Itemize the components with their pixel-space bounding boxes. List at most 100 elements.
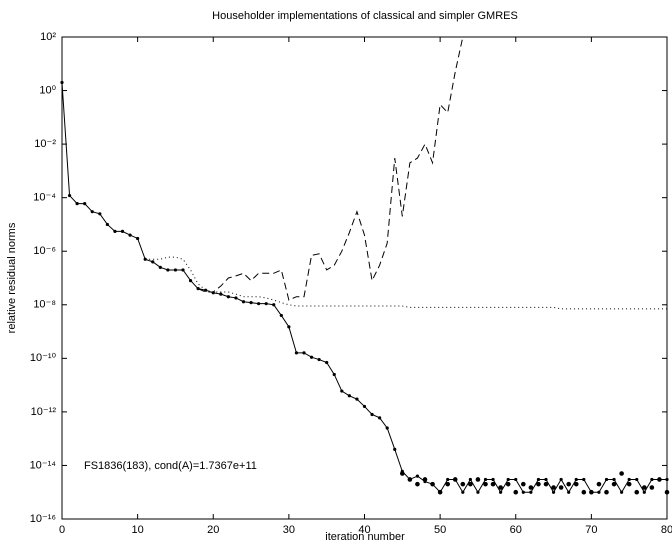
point (505, 481, 511, 487)
point (626, 481, 632, 487)
x-tick-label: 30 (283, 524, 295, 536)
y-tick-label: 10⁻¹⁶ (30, 513, 56, 525)
point (483, 477, 488, 482)
point (393, 447, 397, 451)
y-tick-label: 10⁻¹⁴ (30, 459, 57, 471)
series-line (61, 82, 667, 494)
point (581, 489, 587, 495)
point (498, 485, 503, 490)
point (355, 397, 359, 401)
point (475, 477, 481, 482)
point (415, 474, 420, 478)
point (166, 268, 170, 272)
point (558, 485, 564, 490)
point (128, 233, 132, 237)
point (604, 477, 609, 482)
x-tick-label: 50 (434, 524, 446, 536)
point (105, 222, 109, 227)
point (452, 477, 458, 482)
point (521, 490, 525, 494)
point (529, 490, 533, 494)
point (460, 481, 466, 487)
point (551, 485, 556, 490)
point (98, 212, 102, 216)
point (287, 325, 291, 329)
point (385, 426, 389, 430)
point (264, 302, 268, 306)
point (483, 481, 488, 487)
point (536, 481, 541, 487)
y-tick-label: 10⁻⁴ (33, 192, 56, 204)
point (279, 313, 283, 318)
point (378, 416, 382, 420)
y-tick-label: 10⁻¹² (31, 406, 57, 418)
point (461, 490, 465, 494)
point (543, 481, 549, 487)
y-tick-label: 10⁻¹⁰ (30, 352, 57, 364)
point (302, 351, 306, 355)
point (514, 477, 518, 482)
x-tick-label: 80 (661, 524, 672, 536)
point (151, 260, 155, 264)
point (226, 295, 230, 299)
point (620, 490, 624, 494)
point (476, 490, 480, 494)
y-tick-label: 10⁻⁸ (33, 299, 56, 311)
point (567, 490, 571, 494)
x-tick-label: 60 (510, 524, 522, 536)
point (635, 477, 639, 482)
point (612, 477, 616, 482)
point (468, 481, 473, 487)
point (309, 355, 314, 359)
point (294, 351, 299, 355)
point (362, 404, 367, 409)
point (611, 481, 617, 487)
point (536, 477, 541, 482)
point (619, 471, 624, 476)
point (120, 229, 125, 233)
point (347, 394, 351, 398)
point (272, 303, 276, 307)
point (657, 477, 662, 482)
point (506, 477, 510, 482)
chart-title: Householder implementations of classical… (212, 10, 518, 22)
point (181, 268, 185, 272)
x-tick-label: 0 (59, 524, 65, 536)
point (649, 485, 655, 490)
point (90, 210, 94, 214)
point (113, 229, 117, 233)
point (188, 278, 193, 283)
point (528, 485, 534, 490)
y-tick-label: 10² (40, 31, 56, 43)
point (67, 193, 72, 198)
point (574, 477, 578, 482)
point (468, 477, 472, 482)
annotation: FS1836(183), cond(A)=1.7367e+11 (84, 460, 257, 472)
point (83, 202, 87, 206)
series-line (145, 256, 667, 310)
point (566, 481, 571, 487)
point (415, 481, 420, 487)
point (513, 489, 519, 495)
point (642, 490, 646, 494)
point (642, 485, 647, 490)
point (551, 490, 556, 494)
point (325, 360, 329, 365)
x-tick-label: 40 (358, 524, 370, 536)
point (158, 265, 162, 269)
x-tick-label: 70 (585, 524, 597, 536)
point (241, 300, 246, 304)
point (559, 477, 563, 482)
x-tick-label: 20 (207, 524, 219, 536)
point (521, 481, 526, 487)
point (400, 471, 405, 476)
point (340, 389, 344, 393)
point (249, 301, 253, 305)
point (634, 489, 640, 495)
y-tick-label: 10⁰ (39, 84, 56, 96)
point (257, 302, 261, 306)
point (75, 202, 79, 206)
point (173, 268, 178, 272)
point (499, 490, 503, 494)
